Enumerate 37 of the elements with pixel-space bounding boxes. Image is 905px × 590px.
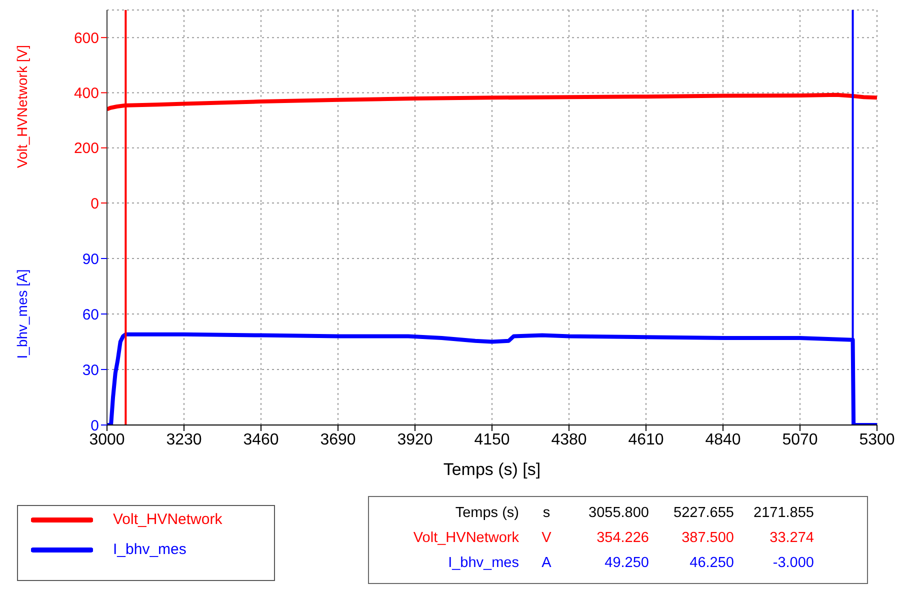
text: 49.250 xyxy=(604,554,649,570)
text: I_bhv_mes xyxy=(447,554,520,570)
text: A xyxy=(540,554,552,570)
x-tick-label: 3690 xyxy=(320,431,356,448)
text: s xyxy=(542,504,552,520)
x-tick-label: 3230 xyxy=(166,431,202,448)
y-tick-label: 600 xyxy=(74,30,99,47)
text: 5227.655 xyxy=(672,504,734,520)
x-tick-label: 5300 xyxy=(859,431,895,448)
text: 46.250 xyxy=(688,554,734,570)
text: V xyxy=(540,530,552,546)
y-axis-title: I_bhv_mes [A] xyxy=(14,269,30,359)
x-tick-label: 4380 xyxy=(551,431,587,448)
x-tick-label: 3920 xyxy=(397,431,433,448)
y-tick-label: 60 xyxy=(82,306,99,324)
y-axis-title: Volt_HVNetwork [V] xyxy=(14,45,30,168)
text: 387.500 xyxy=(680,530,734,546)
y-tick-label: 0 xyxy=(90,195,99,212)
text: 2171.855 xyxy=(752,504,814,520)
text: -3.000 xyxy=(772,554,814,570)
text: 354.226 xyxy=(596,530,649,546)
y-tick-label: 90 xyxy=(82,250,99,268)
x-tick-label: 3460 xyxy=(243,431,279,448)
x-tick-label: 5070 xyxy=(782,431,818,448)
x-tick-label: 4610 xyxy=(628,431,664,448)
y-tick-label: 400 xyxy=(74,85,99,102)
text: 33.274 xyxy=(768,530,814,546)
x-tick-label: 4150 xyxy=(474,431,510,448)
text: 3055.800 xyxy=(588,504,649,520)
x-axis-title: Temps (s) [s] xyxy=(443,460,541,479)
y-tick-label: 30 xyxy=(82,362,99,379)
y-tick-label: 200 xyxy=(74,140,99,158)
text: Temps (s) xyxy=(454,504,520,520)
x-tick-label: 4840 xyxy=(705,431,741,448)
text: Volt_HVNetwork xyxy=(412,530,520,546)
legend-label: I_bhv_mes xyxy=(113,541,186,558)
legend-label: Volt_HVNetwork xyxy=(113,511,222,528)
